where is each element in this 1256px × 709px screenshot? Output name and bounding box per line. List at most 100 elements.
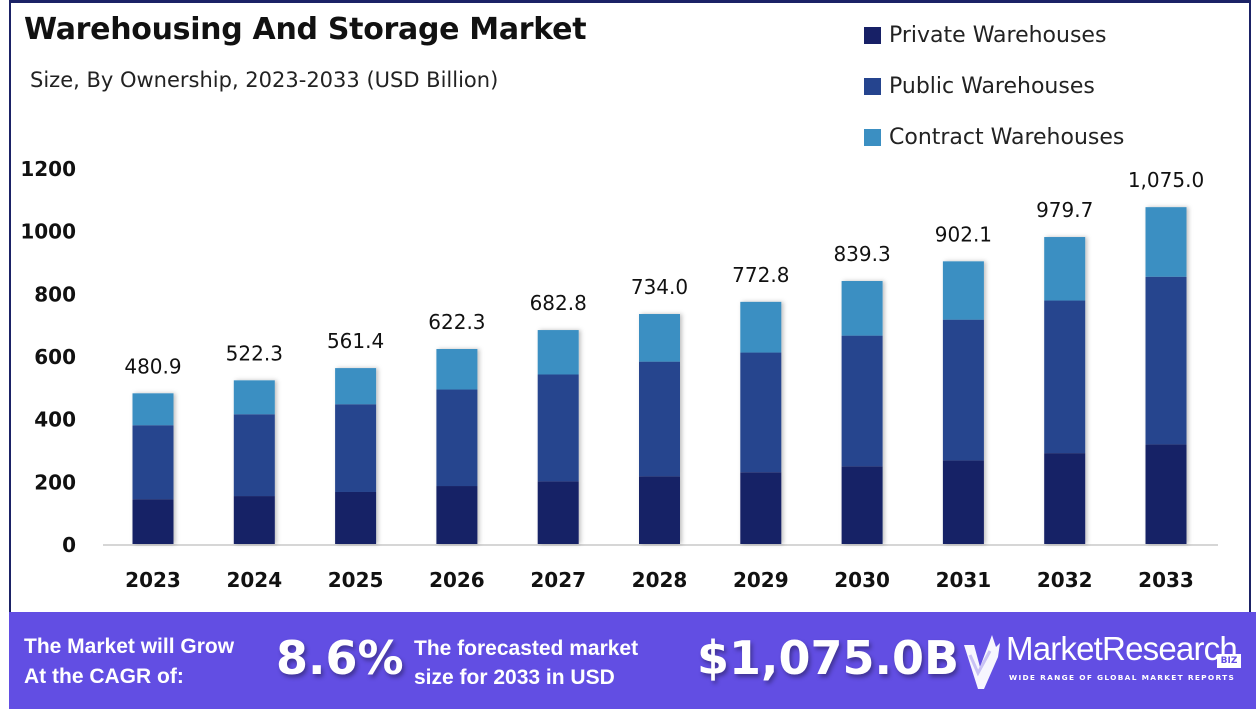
y-tick-label: 600 — [34, 345, 76, 369]
logo-tagline: WIDE RANGE OF GLOBAL MARKET REPORTS — [1009, 673, 1236, 682]
chart-subtitle: Size, By Ownership, 2023-2033 (USD Billi… — [30, 68, 499, 92]
chart-frame — [9, 0, 1251, 612]
bar-stack-2027 — [537, 330, 579, 544]
x-tick-label: 2023 — [125, 568, 181, 592]
bar-stack-2026 — [436, 349, 478, 544]
logo-badge: BIZ — [1217, 654, 1241, 668]
y-tick-label: 400 — [34, 408, 76, 432]
legend-label-private: Private Warehouses — [889, 23, 1107, 48]
y-tick-label: 800 — [34, 282, 76, 306]
bar-segment-contract-warehouses — [132, 393, 174, 426]
legend: Private Warehouses Public Warehouses Con… — [864, 10, 1124, 163]
x-tick-label: 2029 — [733, 568, 789, 592]
bars — [132, 207, 1187, 544]
legend-item-public: Public Warehouses — [864, 61, 1124, 112]
legend-item-contract: Contract Warehouses — [864, 112, 1124, 163]
bar-segment-public-warehouses — [537, 374, 579, 482]
bar-segment-public-warehouses — [740, 352, 782, 473]
chart-title: Warehousing And Storage Market — [24, 12, 587, 47]
x-axis: 2023 2024 2025 2026 2027 2028 2029 2030 2031 2032… — [125, 568, 1194, 592]
y-tick-label: 1200 — [20, 157, 76, 181]
bar-segment-contract-warehouses — [942, 261, 984, 320]
bar-segment-contract-warehouses — [436, 349, 478, 390]
data-label: 522.3 — [226, 341, 283, 365]
bar-segment-private-warehouses — [841, 466, 883, 544]
bar-segment-public-warehouses — [639, 361, 680, 477]
cagr-text-line1: The Market will Grow — [24, 635, 235, 658]
bar-segment-public-warehouses — [1145, 276, 1187, 445]
bar-segment-private-warehouses — [436, 486, 478, 544]
bar-stack-2031 — [942, 261, 984, 544]
bar-segment-public-warehouses — [1044, 300, 1086, 454]
bar-segment-public-warehouses — [233, 414, 275, 497]
checkmark-shield-icon — [964, 635, 1000, 689]
bar-segment-private-warehouses — [942, 460, 984, 544]
bar-segment-private-warehouses — [537, 481, 579, 544]
legend-swatch-private — [864, 27, 881, 44]
bar-stack-2033 — [1145, 207, 1187, 544]
bar-stack-2028 — [639, 314, 680, 544]
legend-swatch-public — [864, 78, 881, 95]
bar-segment-private-warehouses — [335, 491, 377, 544]
y-tick-label: 200 — [34, 470, 76, 494]
bar-segment-private-warehouses — [740, 472, 782, 544]
data-label: 839.3 — [833, 242, 890, 266]
data-label: 1,075.0 — [1128, 168, 1204, 192]
legend-label-public: Public Warehouses — [889, 74, 1095, 99]
bar-segment-private-warehouses — [1044, 453, 1086, 544]
bar-segment-contract-warehouses — [639, 314, 680, 362]
bar-segment-private-warehouses — [1145, 444, 1187, 544]
x-tick-label: 2031 — [936, 568, 992, 592]
forecast-value: $1,075.0B — [697, 631, 960, 685]
bar-segment-contract-warehouses — [335, 368, 377, 405]
x-tick-label: 2024 — [226, 568, 282, 592]
bar-stack-2023 — [132, 393, 174, 544]
bar-segment-contract-warehouses — [233, 380, 275, 415]
x-tick-label: 2028 — [632, 568, 688, 592]
cagr-value: 8.6% — [276, 631, 404, 685]
data-label: 902.1 — [935, 222, 992, 246]
bar-stack-2024 — [233, 380, 275, 544]
data-label: 480.9 — [124, 354, 181, 378]
y-tick-label: 1000 — [20, 220, 76, 244]
bar-segment-contract-warehouses — [1044, 237, 1086, 301]
data-label: 734.0 — [631, 275, 688, 299]
bar-segment-contract-warehouses — [740, 301, 782, 353]
bar-segment-contract-warehouses — [1145, 207, 1187, 277]
logo-wordmark: MarketResearch — [1006, 630, 1238, 667]
cagr-text-line2: At the CAGR of: — [24, 665, 184, 688]
bar-segment-contract-warehouses — [537, 330, 579, 375]
x-tick-label: 2030 — [834, 568, 890, 592]
bar-segment-public-warehouses — [436, 389, 478, 487]
y-tick-label: 0 — [62, 533, 76, 557]
footer-banner — [9, 612, 1256, 709]
total-labels: 480.9 522.3 561.4 622.3 682.8 734.0 772.8 839.3… — [124, 168, 1204, 378]
data-label: 772.8 — [732, 263, 789, 287]
legend-label-contract: Contract Warehouses — [889, 125, 1125, 150]
bar-stack-2030 — [841, 281, 883, 544]
x-tick-label: 2032 — [1037, 568, 1093, 592]
legend-swatch-contract — [864, 129, 881, 146]
bar-stack-2025 — [335, 368, 377, 544]
bar-stack-2029 — [740, 301, 782, 544]
bar-segment-contract-warehouses — [841, 281, 883, 336]
data-label: 979.7 — [1036, 198, 1093, 222]
bar-segment-private-warehouses — [639, 476, 680, 544]
data-label: 682.8 — [530, 291, 587, 315]
bar-segment-private-warehouses — [233, 496, 275, 544]
bar-segment-public-warehouses — [335, 404, 377, 492]
bar-segment-public-warehouses — [942, 319, 984, 461]
legend-item-private: Private Warehouses — [864, 10, 1124, 61]
forecast-text-line2: size for 2033 in USD — [414, 666, 615, 689]
bar-segment-public-warehouses — [132, 425, 174, 500]
x-tick-label: 2027 — [530, 568, 586, 592]
data-label: 622.3 — [428, 310, 485, 334]
forecast-text-line1: The forecasted market — [414, 637, 639, 660]
x-tick-label: 2033 — [1138, 568, 1194, 592]
x-tick-label: 2025 — [328, 568, 384, 592]
bar-segment-public-warehouses — [841, 335, 883, 467]
bar-segment-private-warehouses — [132, 499, 174, 544]
bar-stack-2032 — [1044, 237, 1086, 544]
data-label: 561.4 — [327, 329, 384, 353]
